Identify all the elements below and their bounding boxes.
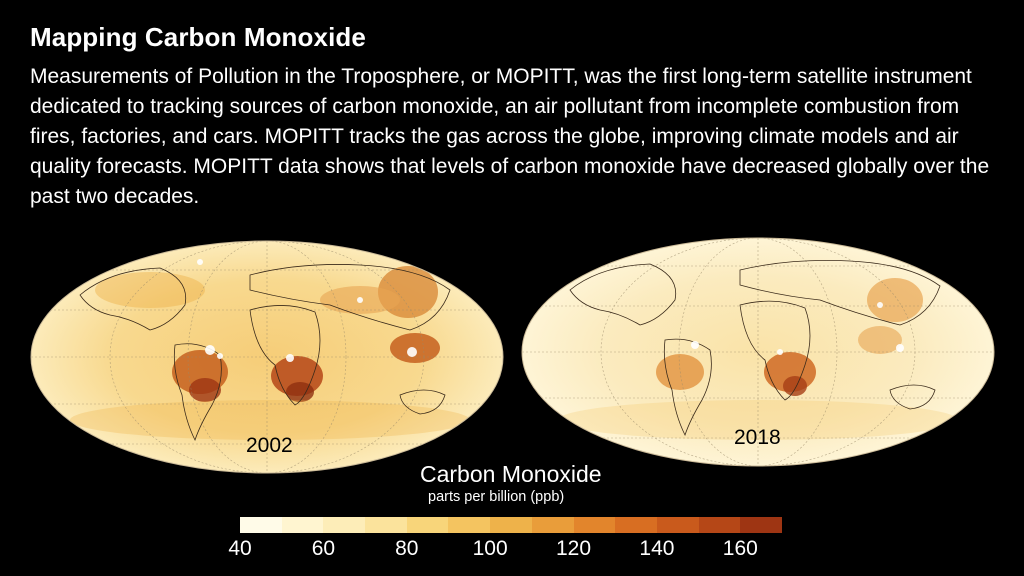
colorbar-tick-label: 60 (311, 537, 336, 560)
map-2018 (522, 238, 994, 466)
colorbar-tick-label: 160 (722, 537, 758, 560)
colorbar-swatch (615, 517, 657, 533)
colorbar-tick-label: 120 (556, 537, 592, 560)
colorbar-swatch (740, 517, 782, 533)
colorbar-swatch (406, 517, 449, 533)
map-year-label: 2018 (734, 426, 781, 449)
colorbar-swatch (531, 517, 574, 533)
colorbar-tick-label: 100 (472, 537, 508, 560)
map-year-label: 2002 (246, 434, 293, 457)
colorbar-tick-label: 40 (228, 537, 252, 560)
colorbar-swatch (240, 517, 282, 533)
colorbar-swatch (490, 517, 532, 533)
colorbar-swatch (323, 517, 366, 533)
colorbar-swatch (365, 517, 407, 533)
colorbar-swatch (698, 517, 741, 533)
colorbar-tick-label: 80 (395, 537, 419, 560)
map-2002 (31, 241, 503, 473)
colorbar-swatch (656, 517, 699, 533)
colorbar-ticks: 40 60 80 100 120 140 160 (0, 537, 1024, 567)
colorbar-tick-label: 140 (639, 537, 675, 560)
colorbar-swatch (448, 517, 491, 533)
legend-units: parts per billion (ppb) (428, 489, 565, 505)
colorbar-swatch (573, 517, 616, 533)
legend-title: Carbon Monoxide (420, 461, 602, 487)
description-text: Measurements of Pollution in the Troposp… (30, 65, 990, 208)
colorbar (240, 517, 782, 533)
page-title: Mapping Carbon Monoxide (30, 22, 366, 52)
colorbar-swatch (281, 517, 324, 533)
